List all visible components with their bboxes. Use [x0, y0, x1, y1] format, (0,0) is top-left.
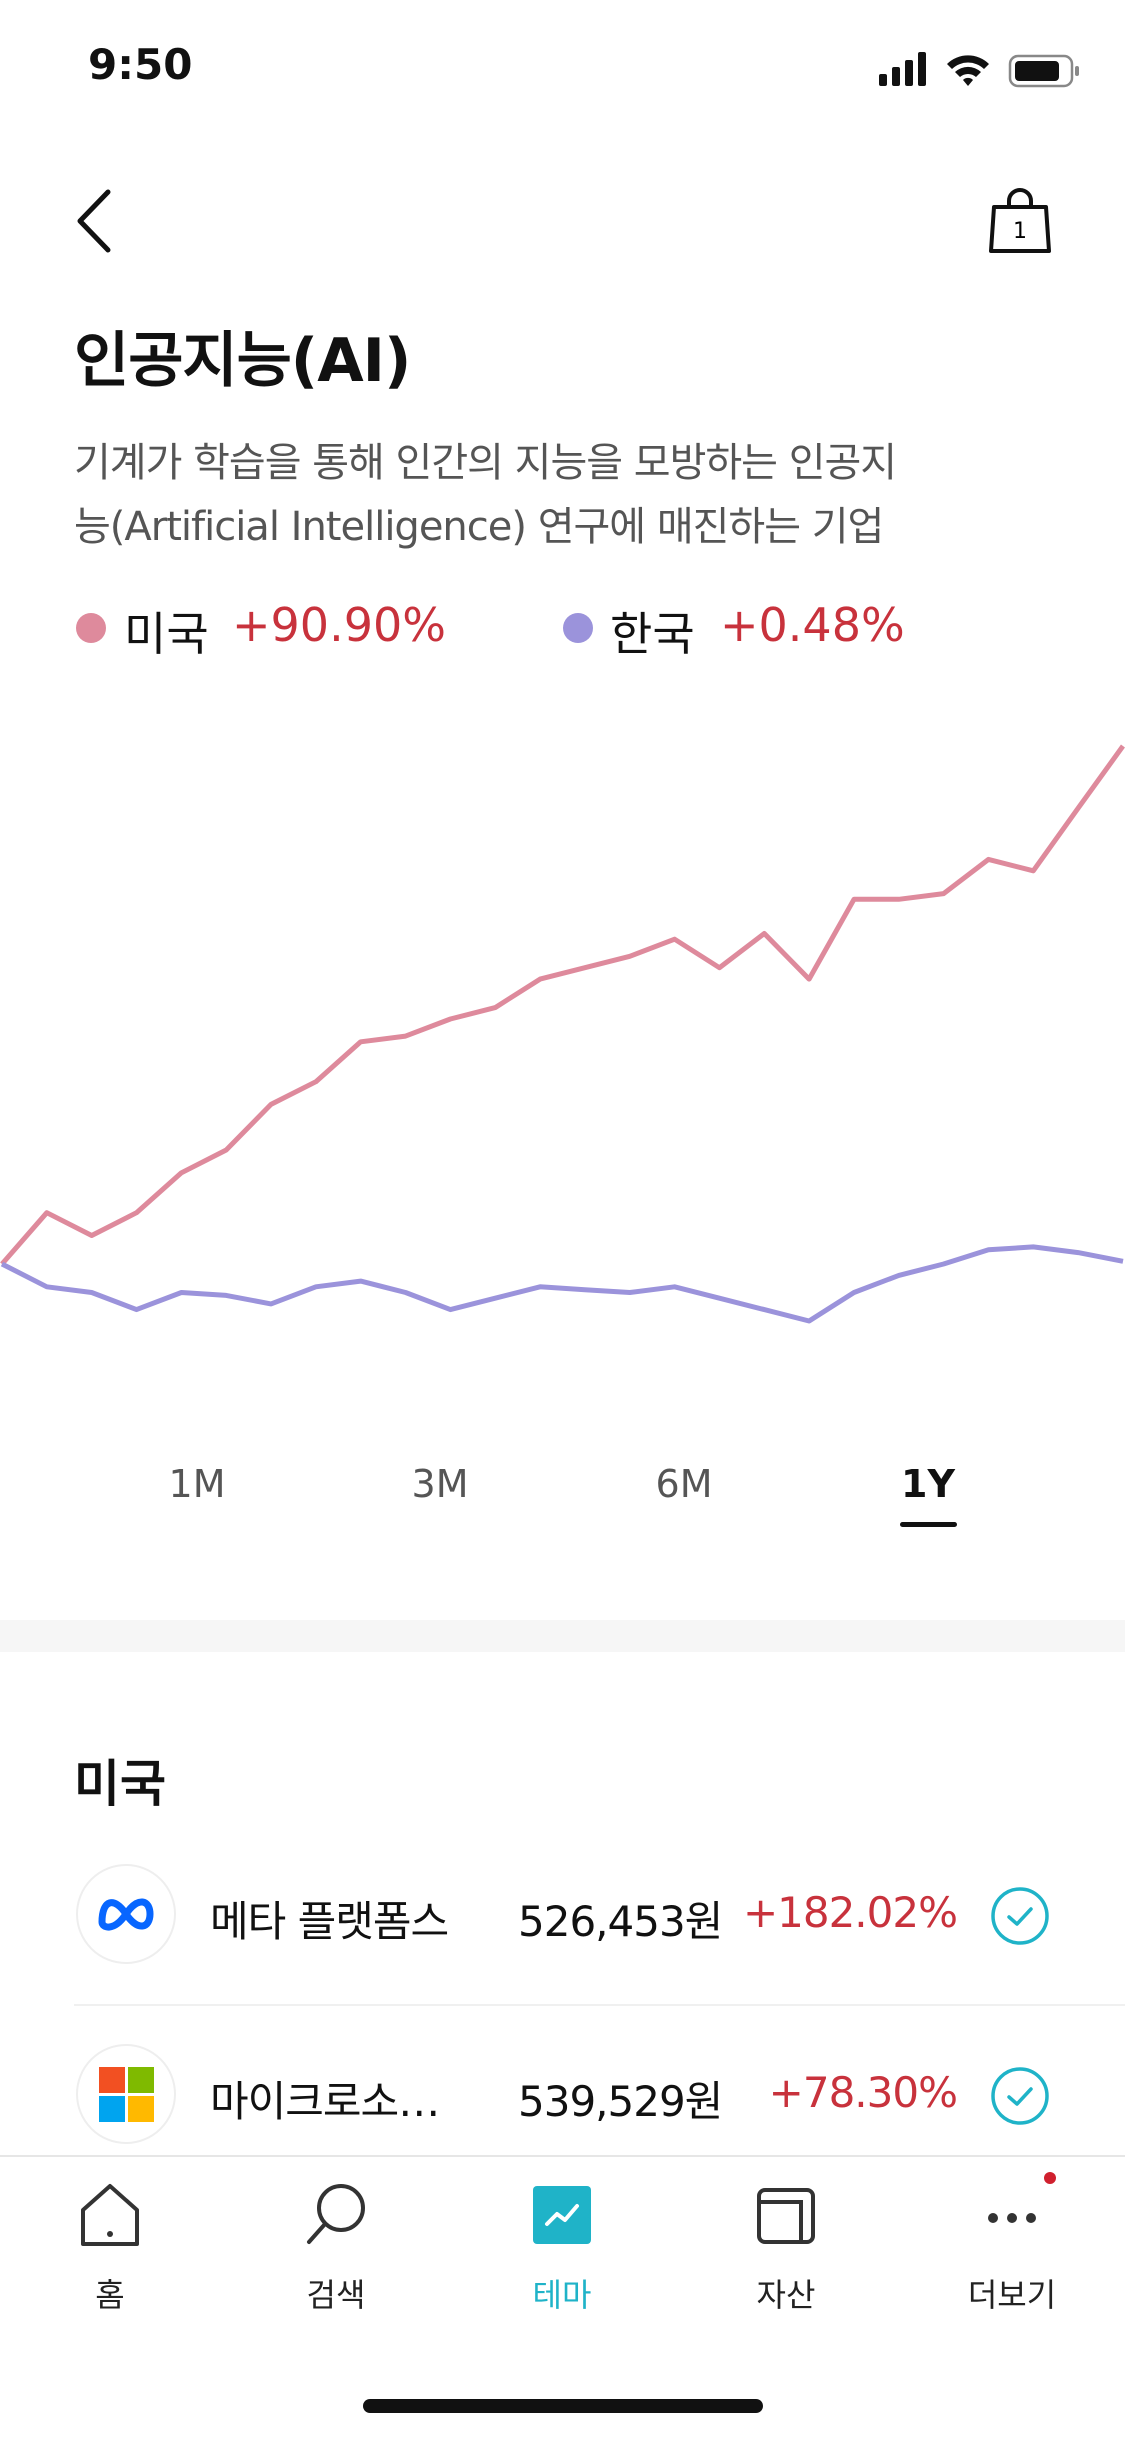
stock-logo [76, 2044, 176, 2144]
tab-label-active[interactable]: 테마 [532, 2276, 592, 2314]
tab-label[interactable]: 검색 [306, 2276, 366, 2314]
cart-count: 1 [1013, 219, 1027, 244]
theme-description: 능(Artificial Intelligence) 연구에 매진하는 기업 [74, 504, 884, 550]
cart-button[interactable]: 1 [985, 185, 1055, 255]
tab-icon-theme[interactable] [527, 2180, 597, 2250]
legend-dot [76, 613, 106, 643]
legend-dot [563, 613, 593, 643]
tab-icon-more[interactable] [977, 2180, 1047, 2250]
stock-name[interactable]: 마이크로소… [210, 2077, 440, 2126]
section-title: 미국 [74, 1755, 166, 1813]
tab-icon-home[interactable] [75, 2180, 145, 2250]
legend-change: +90.90% [232, 598, 446, 652]
check-button[interactable] [990, 1886, 1050, 1946]
tab-label[interactable]: 홈 [95, 2276, 125, 2314]
series-line [0, 744, 1125, 1266]
status-icons [879, 52, 1079, 88]
stock-logo [76, 1864, 176, 1964]
home-indicator [363, 2399, 763, 2413]
line-chart [0, 744, 1125, 1324]
legend-name: 한국 [610, 607, 695, 661]
series-line [0, 1244, 1124, 1324]
theme-title: 인공지능(AI) [74, 326, 411, 396]
stock-name[interactable]: 메타 플랫폼스 [210, 1897, 449, 1946]
stock-change: +78.30% [768, 2068, 958, 2117]
legend-name: 미국 [124, 607, 209, 661]
row-divider [74, 2004, 1125, 2006]
tab-icon-assets[interactable] [751, 2180, 821, 2250]
notification-dot [1044, 2172, 1056, 2184]
legend-change: +0.48% [720, 598, 905, 652]
period-underline [900, 1522, 957, 1527]
period-button[interactable]: 3M [411, 1462, 469, 1506]
status-time: 9:50 [88, 40, 193, 89]
period-button-active[interactable]: 1Y [901, 1462, 955, 1506]
tab-label[interactable]: 자산 [756, 2276, 816, 2314]
period-button[interactable]: 1M [168, 1462, 226, 1506]
section-separator [0, 1620, 1125, 1652]
period-button[interactable]: 6M [655, 1462, 713, 1506]
tab-icon-search[interactable] [301, 2180, 371, 2250]
back-button[interactable] [70, 188, 120, 254]
stock-price: 526,453원 [518, 1897, 723, 1946]
stock-change: +182.02% [742, 1888, 958, 1937]
check-button[interactable] [990, 2066, 1050, 2126]
tab-label[interactable]: 더보기 [967, 2276, 1057, 2314]
stock-price: 539,529원 [518, 2077, 723, 2126]
theme-description: 기계가 학습을 통해 인간의 지능을 모방하는 인공지 [74, 440, 897, 486]
